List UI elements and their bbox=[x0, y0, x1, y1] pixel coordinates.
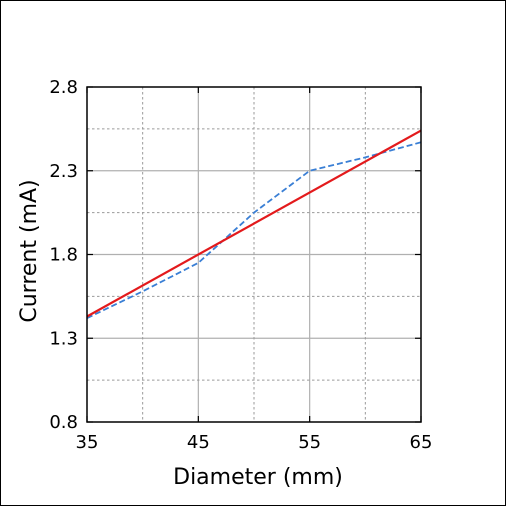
tick-layer: 35 45 55 65 0.8 1.3 1.8 2.3 2.8 bbox=[49, 77, 432, 453]
y-tick-label: 2.3 bbox=[49, 161, 78, 182]
grid-layer bbox=[87, 87, 421, 422]
x-axis-title: Diameter (mm) bbox=[173, 465, 343, 490]
series-layer bbox=[86, 129, 422, 319]
x-tick-label: 35 bbox=[76, 432, 99, 453]
y-axis-title: Current (mA) bbox=[17, 179, 42, 322]
x-tick-label: 65 bbox=[410, 432, 433, 453]
y-tick-label: 1.3 bbox=[49, 328, 78, 349]
series-line-fit bbox=[86, 129, 422, 318]
x-tick-label: 55 bbox=[298, 432, 321, 453]
y-tick-label: 2.8 bbox=[49, 77, 78, 98]
x-tick-label: 45 bbox=[187, 432, 210, 453]
y-tick-label: 1.8 bbox=[49, 245, 78, 266]
series-line-measured bbox=[86, 141, 422, 319]
y-tick-label: 0.8 bbox=[49, 412, 78, 433]
